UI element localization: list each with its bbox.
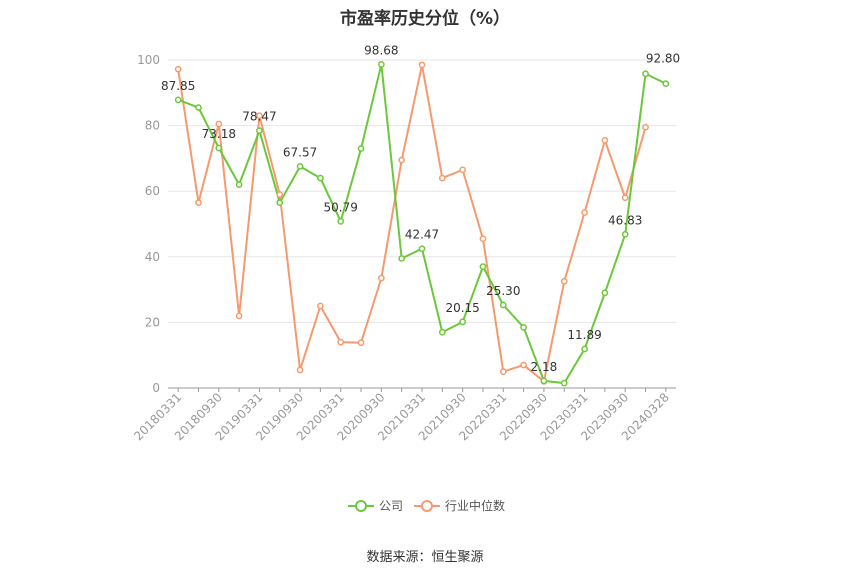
data-point: [438, 174, 446, 182]
data-point: [378, 60, 385, 68]
y-tick-label: 20: [145, 315, 160, 329]
data-point: [520, 323, 527, 331]
data-point: [215, 120, 223, 128]
data-point: [520, 361, 527, 369]
data-point: [642, 70, 649, 78]
legend-item-0[interactable]: 公司: [348, 499, 403, 513]
y-tick-label: 80: [145, 119, 160, 133]
data-point: [296, 163, 304, 170]
data-point: [378, 274, 385, 282]
data-point: [256, 127, 263, 134]
data-point: [398, 255, 406, 262]
data-point: [276, 199, 284, 207]
legend[interactable]: 公司 行业中位数: [348, 498, 505, 513]
data-label: 73.18: [202, 127, 236, 141]
data-point: [499, 301, 507, 309]
data-label: 87.85: [161, 79, 195, 93]
data-point: [256, 112, 263, 120]
data-point: [195, 104, 202, 111]
data-point: [540, 377, 548, 385]
y-tick-label: 40: [145, 250, 160, 264]
data-point: [317, 174, 324, 182]
data-point: [174, 96, 182, 104]
data-point: [195, 199, 202, 207]
data-label: 78.47: [242, 110, 276, 124]
data-label: 20.15: [445, 301, 479, 315]
legend-label: 公司: [379, 499, 403, 513]
data-point: [337, 218, 345, 225]
x-axis: 2018033120180930201903312019093020200331…: [131, 387, 676, 443]
data-point: [459, 166, 466, 174]
data-point: [398, 156, 406, 164]
series-line-1: [177, 63, 647, 383]
data-label: 46.83: [608, 213, 642, 227]
grid-lines: [168, 59, 676, 323]
y-tick-label: 60: [145, 184, 160, 198]
data-point: [662, 80, 670, 87]
data-point: [581, 209, 588, 216]
data-point: [276, 191, 284, 198]
data-point: [357, 145, 365, 152]
data-label: 42.47: [405, 228, 439, 242]
data-point: [235, 181, 243, 188]
data-label: 50.79: [324, 200, 358, 214]
data-source: 数据来源：恒生聚源: [366, 550, 484, 565]
legend-label: 行业中位数: [445, 498, 505, 513]
data-point: [215, 144, 223, 152]
data-point: [235, 312, 243, 320]
data-point: [337, 338, 345, 346]
y-axis: 0 20 40 60 80 100: [137, 53, 160, 395]
data-label: 2.18: [531, 360, 558, 374]
data-point: [296, 366, 304, 374]
data-point: [438, 328, 446, 336]
data-point: [601, 137, 609, 144]
data-point: [560, 278, 568, 285]
data-point: [357, 339, 365, 347]
chart-title: 市盈率历史分位（%）: [339, 9, 511, 29]
data-point: [621, 194, 629, 202]
data-point: [317, 302, 324, 310]
data-label: 98.68: [364, 43, 398, 57]
data-point: [174, 65, 182, 73]
data-label: 25.30: [486, 284, 520, 298]
legend-marker: [355, 500, 367, 512]
data-point: [560, 379, 568, 387]
y-tick-label: 0: [152, 381, 160, 395]
data-point: [479, 263, 487, 270]
data-point: [418, 245, 426, 253]
legend-item-1[interactable]: 行业中位数: [414, 498, 505, 513]
data-point: [479, 235, 487, 243]
data-point: [581, 345, 588, 353]
legend-marker: [421, 500, 433, 512]
data-point: [418, 61, 426, 69]
data-label: 92.80: [646, 52, 680, 66]
data-point: [459, 318, 466, 326]
data-label: 67.57: [283, 145, 317, 159]
data-point: [601, 289, 609, 297]
data-point: [499, 368, 507, 375]
y-tick-label: 100: [137, 53, 160, 67]
data-labels: 87.85 73.18 78.47 67.57 50.79 98.68 42.47 20.15…: [161, 43, 680, 374]
data-point: [642, 123, 649, 131]
series-points: [174, 60, 670, 387]
data-point: [621, 231, 629, 238]
data-label: 11.89: [567, 328, 601, 342]
